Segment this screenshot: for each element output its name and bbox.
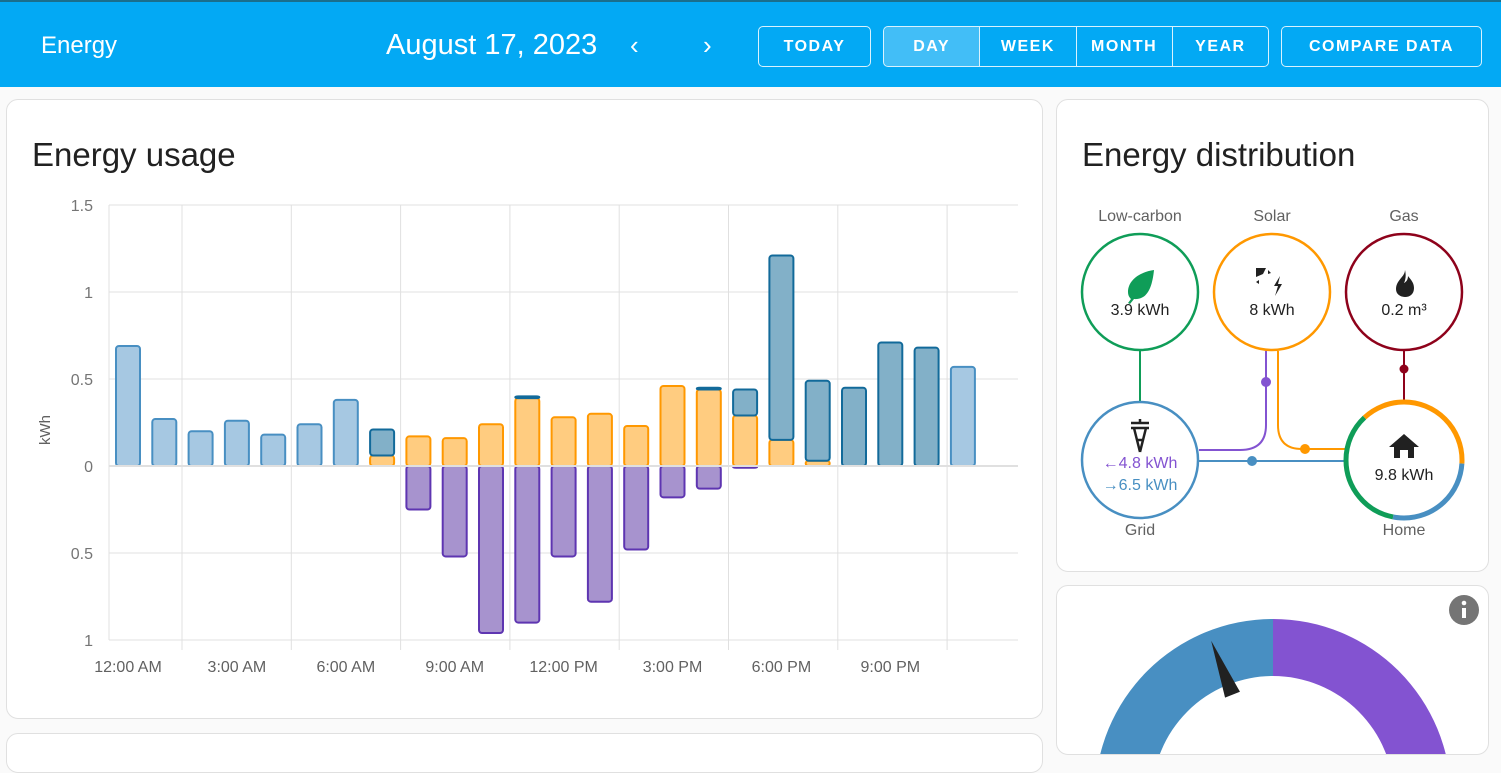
solar-label: Solar xyxy=(1253,208,1291,225)
y-tick-label: 0 xyxy=(84,459,93,476)
home-label: Home xyxy=(1382,522,1426,539)
energy-distribution-title: Energy distribution xyxy=(1082,136,1356,173)
low-carbon-label: Low-carbon xyxy=(1098,208,1182,225)
solar-power-icon xyxy=(1256,268,1282,296)
solar-value: 8 kWh xyxy=(1249,302,1295,319)
energy-usage-title: Energy usage xyxy=(32,136,236,173)
grid-circle xyxy=(1080,400,1200,520)
grid-from-value: ←4.8 kWh xyxy=(1102,455,1178,472)
gauge xyxy=(1100,595,1479,754)
gas-flow-dot xyxy=(1399,364,1409,374)
current-date: August 17, 2023 xyxy=(386,29,598,61)
bar-grid-consumption xyxy=(369,428,396,457)
fire-icon xyxy=(1396,270,1414,297)
x-tick-label: 6:00 PM xyxy=(752,659,812,676)
leaf-icon xyxy=(1128,270,1154,304)
grid-to-value: →6.5 kWh xyxy=(1102,477,1178,494)
grid-neutrality-gauge-card xyxy=(1056,585,1489,755)
bar-grid-consumption xyxy=(514,395,541,400)
y-tick-label: 1.5 xyxy=(71,198,93,215)
next-card xyxy=(6,733,1043,773)
gauge-consumption-arc xyxy=(1100,619,1273,754)
bar-grid-consumption xyxy=(768,254,795,441)
gauge-needle xyxy=(1211,640,1240,698)
y-axis-label: kWh xyxy=(37,415,54,445)
x-tick-label: 9:00 AM xyxy=(425,659,484,676)
top-app-bar: Energy August 17, 2023 ‹ › TODAY DAY WEE… xyxy=(0,0,1501,87)
x-tick-label: 3:00 AM xyxy=(208,659,267,676)
gas-label: Gas xyxy=(1389,208,1419,225)
solar-to-grid-line xyxy=(1199,351,1267,451)
x-tick-label: 12:00 AM xyxy=(94,659,162,676)
y-tick-label: 1 xyxy=(84,285,93,302)
period-week[interactable]: WEEK xyxy=(979,27,1075,66)
home-icon xyxy=(1389,434,1419,458)
gas-value: 0.2 m³ xyxy=(1381,302,1427,319)
y-tick-label: 0.5 xyxy=(71,546,93,563)
x-tick-label: 12:00 PM xyxy=(529,659,597,676)
bar-grid-consumption xyxy=(804,379,831,462)
solar-to-grid-dot xyxy=(1261,377,1271,387)
x-tick-label: 3:00 PM xyxy=(643,659,703,676)
home-ring-solar xyxy=(1343,399,1465,521)
distribution-diagram xyxy=(1080,232,1465,521)
x-tick-label: 9:00 PM xyxy=(861,659,921,676)
info-icon[interactable] xyxy=(1449,595,1479,625)
fire-shape xyxy=(1396,270,1414,297)
grid-label: Grid xyxy=(1124,522,1156,539)
grid-to-home-dot xyxy=(1247,456,1257,466)
compare-data-button[interactable]: COMPARE DATA xyxy=(1281,26,1482,67)
today-button[interactable]: TODAY xyxy=(758,26,871,67)
next-period-button[interactable]: › xyxy=(703,30,712,60)
bar-grid-consumption xyxy=(695,386,722,391)
previous-period-button[interactable]: ‹ xyxy=(630,30,639,60)
home-ring-grid xyxy=(1343,399,1465,521)
home-ring-low_carbon xyxy=(1343,399,1465,521)
home-value: 9.8 kWh xyxy=(1374,467,1434,484)
transmission-tower-icon xyxy=(1131,419,1149,453)
page-title: Energy xyxy=(41,32,118,59)
period-selector: DAY WEEK MONTH YEAR xyxy=(883,26,1269,67)
low-carbon-value: 3.9 kWh xyxy=(1110,302,1170,319)
bar-grid-consumption xyxy=(732,388,759,417)
solar-to-home-dot xyxy=(1300,444,1310,454)
period-year[interactable]: YEAR xyxy=(1171,27,1268,66)
solar-circle xyxy=(1212,232,1332,352)
y-tick-label: 0.5 xyxy=(71,372,93,389)
solar-to-home-line xyxy=(1277,351,1346,450)
period-day[interactable]: DAY xyxy=(884,27,980,66)
period-month[interactable]: MONTH xyxy=(1075,27,1172,66)
gauge-return-arc xyxy=(1273,619,1446,754)
y-tick-label: 1 xyxy=(84,633,93,650)
solar-icon-shape xyxy=(1256,268,1282,296)
x-tick-label: 6:00 AM xyxy=(316,659,375,676)
